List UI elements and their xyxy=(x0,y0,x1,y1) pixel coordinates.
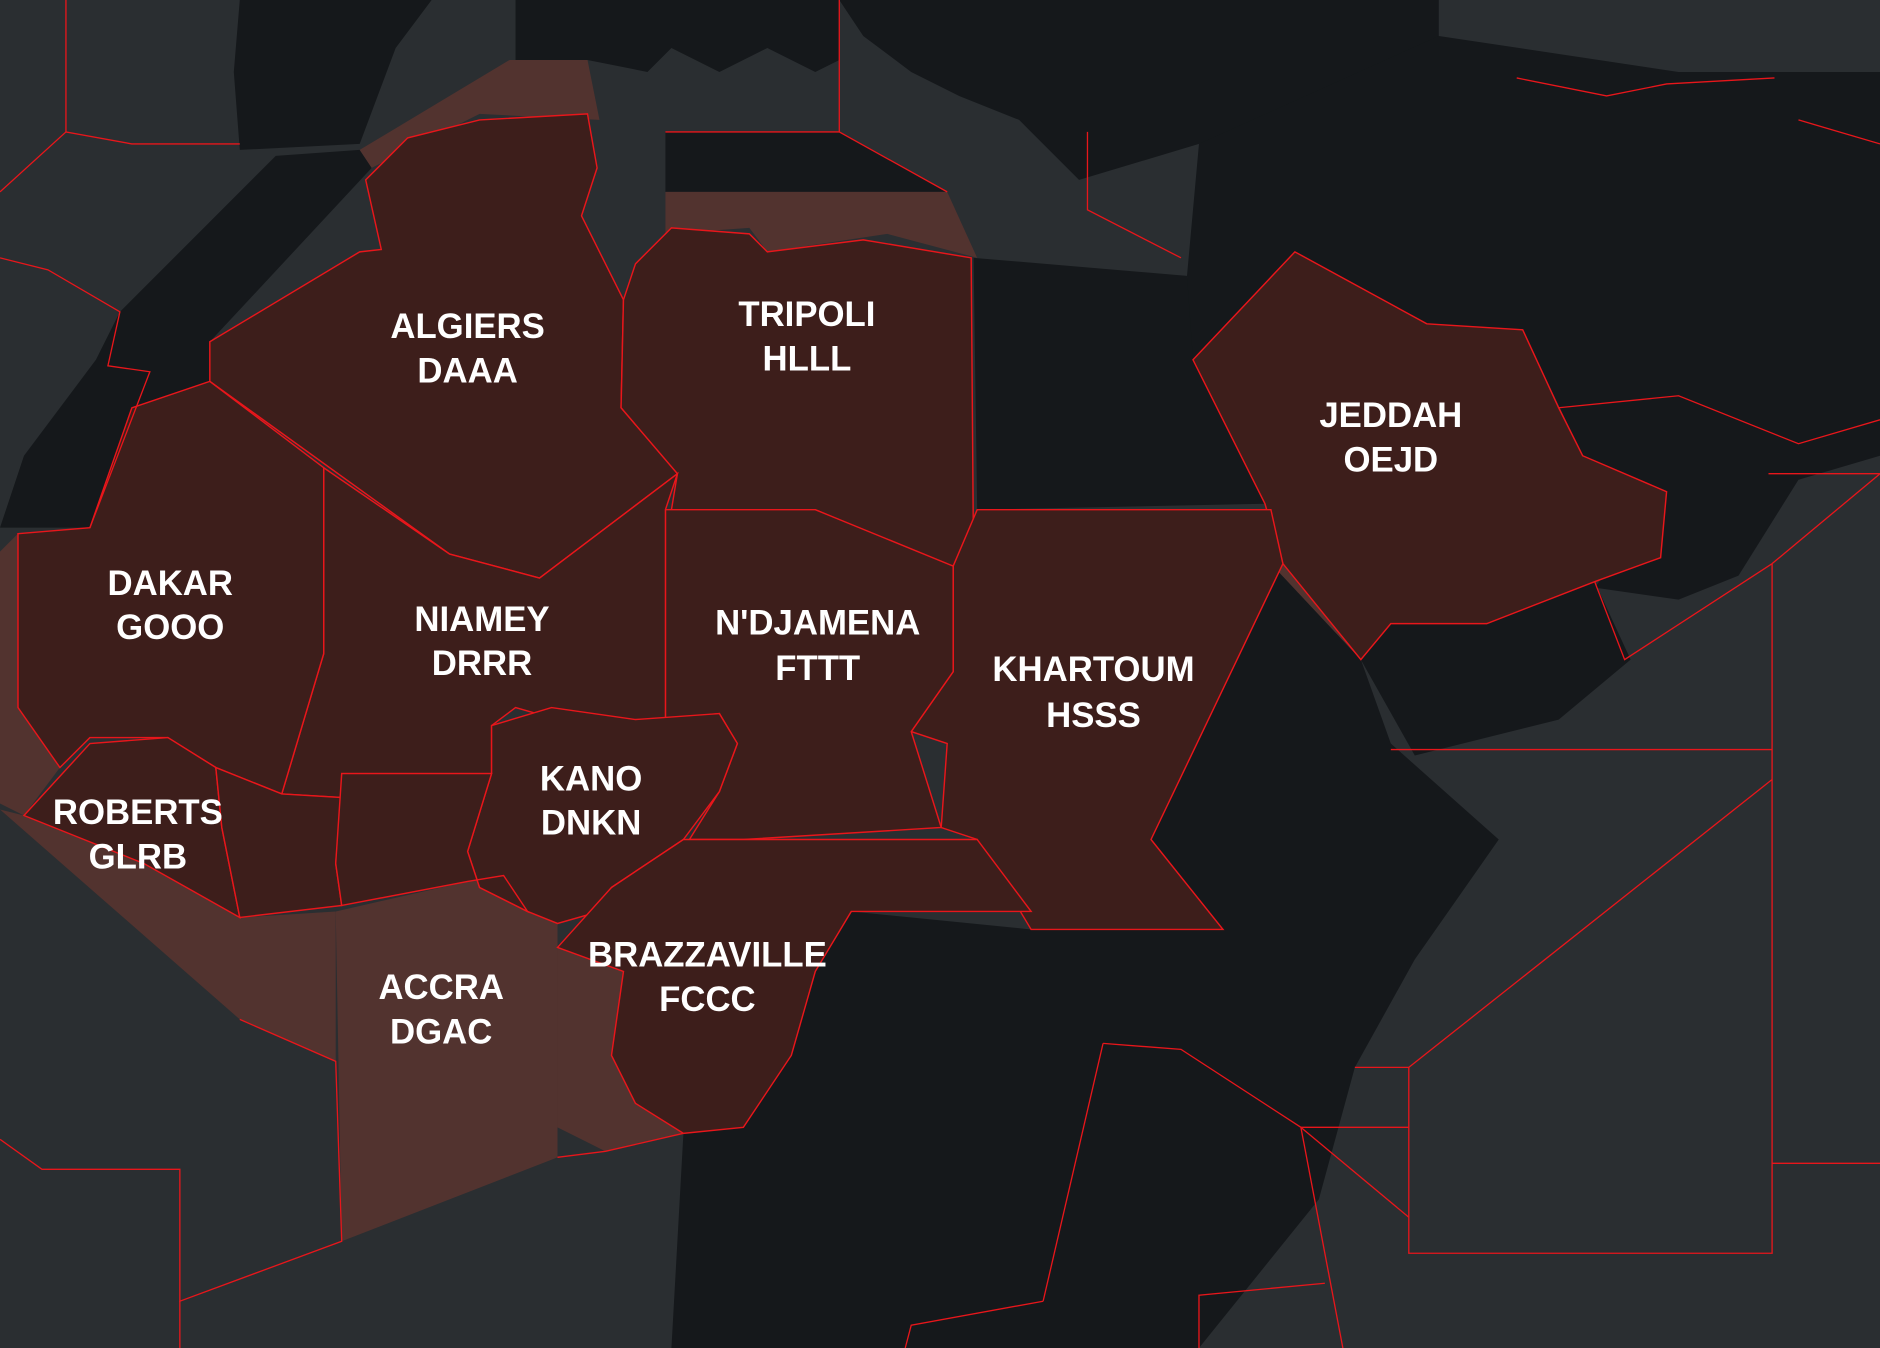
label-niamey-code: DRRR xyxy=(432,645,532,683)
label-ndjamena-name: N'DJAMENA xyxy=(715,604,920,642)
label-tripoli-code: HLLL xyxy=(763,341,852,379)
label-khartoum-name: KHARTOUM xyxy=(992,651,1194,689)
label-kano-name: KANO xyxy=(540,760,642,798)
label-niamey-name: NIAMEY xyxy=(414,601,549,639)
label-ndjamena-code: FTTT xyxy=(775,650,860,688)
label-tripoli-name: TRIPOLI xyxy=(738,296,875,334)
fir-jeddah[interactable] xyxy=(1192,250,1668,661)
fir-labels: ALGIERS DAAA TRIPOLI HLLL JEDDAH OEJD DA… xyxy=(53,296,1462,1051)
fir-brazzaville[interactable] xyxy=(556,838,1033,1135)
label-accra-code: DGAC xyxy=(390,1013,492,1051)
label-jeddah-name: JEDDAH xyxy=(1319,397,1462,435)
fir-tripoli[interactable] xyxy=(620,227,975,567)
label-algiers-name: ALGIERS xyxy=(390,308,545,346)
label-khartoum-code: HSSS xyxy=(1046,697,1141,735)
label-brazzaville-code: FCCC xyxy=(659,981,756,1019)
label-kano-code: DNKN xyxy=(541,805,641,843)
label-dakar-name: DAKAR xyxy=(107,565,233,603)
fir-regions xyxy=(17,113,1668,1135)
label-jeddah-code: OEJD xyxy=(1343,441,1438,479)
label-brazzaville-name: BRAZZAVILLE xyxy=(588,937,827,975)
label-dakar-code: GOOO xyxy=(116,609,224,647)
label-algiers-code: DAAA xyxy=(417,353,517,391)
label-roberts-code: GLRB xyxy=(89,838,187,876)
fir-accra[interactable] xyxy=(334,772,530,914)
label-accra-name: ACCRA xyxy=(378,969,504,1007)
label-roberts-name: ROBERTS xyxy=(53,794,223,832)
